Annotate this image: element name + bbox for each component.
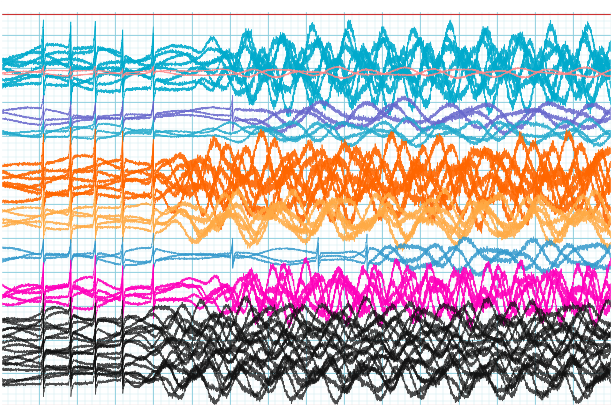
Bar <box>1 405 611 407</box>
Bar <box>0 1 1 407</box>
Bar <box>611 1 612 407</box>
Bar <box>1 1 611 11</box>
